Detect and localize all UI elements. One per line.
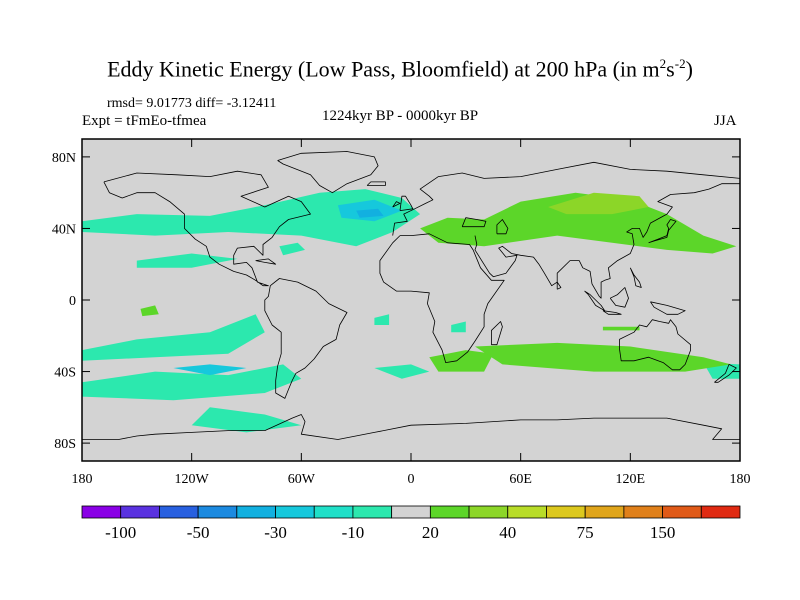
region-3-3 [140,305,159,317]
colorbar-label-7: 150 [650,523,676,542]
coastline-0 [103,170,311,287]
colorbar-label-5: 40 [499,523,516,542]
region-0-0 [82,189,421,247]
colorbar-label-6: 75 [577,523,594,542]
region-0-1 [136,253,238,268]
coastline-3 [392,161,740,236]
colorbar-swatch-16 [700,505,741,519]
colorbar-swatch-11 [507,505,547,519]
colorbar-swatch-1 [120,505,160,519]
coastline-13 [602,310,622,315]
region-3-2 [475,342,731,372]
region-0-3 [82,364,302,401]
coastline-4 [399,195,414,211]
title-exponent-1: 2 [659,56,667,71]
colorbar-swatch-14 [623,505,663,519]
coastline-8 [648,219,677,244]
region-2-0 [356,208,384,218]
y-tick-label-1: 40N [52,222,76,237]
x-tick-label-3: 0 [408,472,415,487]
region-0-5 [451,321,466,333]
x-tick-label-5: 120E [616,472,646,487]
coastline-5 [392,201,401,208]
x-tick-label-1: 120W [175,472,210,487]
title-main: Eddy Kinetic Energy (Low Pass, Bloomfiel… [107,56,660,82]
colorbar-label-2: -30 [264,523,287,542]
season-label: JJA [714,113,737,129]
colorbar-swatch-8 [391,505,431,519]
colorbar-swatch-5 [275,505,315,519]
coastline-14 [629,267,642,288]
axis-ticks: 180 120W 60W 0 60E 120E 180 80N 40N 0 40S 80S [52,139,751,487]
colorbar-swatch-10 [468,505,509,519]
colorbar-swatch-4 [236,505,276,519]
colorbar-swatch-13 [584,505,625,519]
coastline-15 [490,321,503,346]
title-exponent-2: -2 [674,56,686,71]
coastline-9 [619,319,691,371]
y-tick-label-3: 40S [54,366,76,381]
colorbar-swatch-7 [352,505,393,519]
colorbar-swatch-3 [197,505,238,519]
coastline-22 [255,258,277,265]
title-unit-s: s [666,56,675,82]
region-0-9 [279,242,305,256]
chart-title: Eddy Kinetic Energy (Low Pass, Bloomfiel… [0,56,800,82]
coastline-7 [474,183,740,299]
coastline-1 [264,278,348,399]
colorbar: -100 -50 -30 -10 20 40 75 150 [81,505,741,542]
colorbar-swatch-0 [81,505,122,519]
colorbar-swatch-9 [429,505,470,519]
colorbar-swatch-2 [159,505,199,519]
experiment-label: Expt = tFmEo-tfmea [82,113,207,129]
period-label: 1224kyr BP - 0000kyr BP [321,108,479,124]
coastline-16 [556,281,562,290]
coastline-17 [714,363,737,383]
x-tick-label-4: 60E [509,472,532,487]
coastline-18 [82,414,740,440]
colorbar-swatch-6 [313,505,354,519]
x-tick-label-6: 180 [730,472,751,487]
region-4-0 [548,192,649,215]
x-tick-label-0: 180 [72,472,93,487]
map-background [82,139,740,461]
coastline-12 [650,301,686,315]
region-3-1 [429,350,494,372]
region-0-6 [374,314,390,325]
colorbar-swatch-12 [546,505,586,519]
colorbar-swatch-15 [662,505,702,519]
colorbar-label-3: -10 [342,523,365,542]
region-3-4 [602,326,640,331]
coastline-19 [366,181,386,186]
y-tick-label-2: 0 [69,294,76,309]
stats-label: rmsd= 9.01773 diff= -3.12411 [107,96,277,111]
y-tick-label-0: 80N [52,151,76,166]
colorbar-label-1: -50 [187,523,210,542]
y-tick-label-4: 80S [54,437,76,452]
region-0-8 [374,364,430,379]
coastline-6 [379,233,505,364]
x-tick-label-2: 60W [288,472,316,487]
coastline-11 [609,287,629,308]
coastline-2 [277,151,379,194]
coastlines [82,151,740,440]
region-1-1 [173,364,247,376]
colorbar-label-0: -100 [105,523,136,542]
region-3-0 [420,192,737,254]
colorbar-label-4: 20 [422,523,439,542]
coastline-20 [461,217,487,228]
coastline-21 [496,219,509,235]
region-0-2 [82,314,265,361]
title-end: ) [685,56,693,82]
contour-regions [82,189,740,433]
